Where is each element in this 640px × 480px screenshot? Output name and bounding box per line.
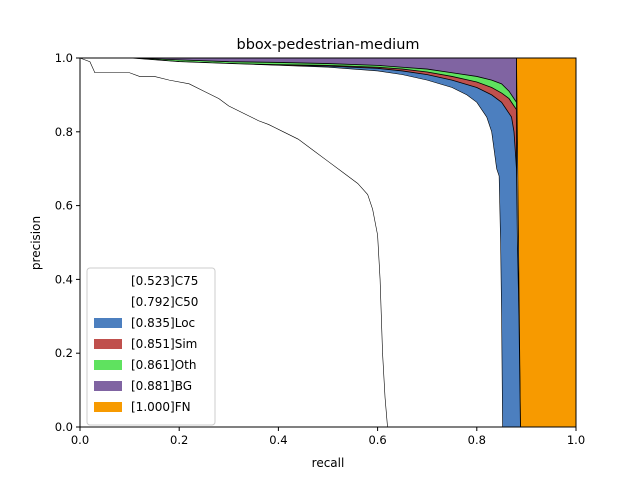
y-tick-label: 0.8 — [55, 125, 73, 139]
x-tick-label: 0.4 — [269, 433, 287, 447]
y-tick-label: 0.2 — [55, 346, 73, 360]
legend-swatch — [94, 339, 122, 349]
area-1000fn — [516, 57, 577, 428]
x-tick-label: 0.0 — [71, 433, 89, 447]
legend-label: [0.881]BG — [131, 379, 192, 393]
legend-swatch — [94, 318, 122, 328]
x-tick-label: 0.8 — [468, 433, 486, 447]
legend-label: [0.835]Loc — [131, 316, 195, 330]
legend-swatch — [94, 297, 122, 307]
x-tick-label: 0.2 — [170, 433, 188, 447]
y-tick-label: 0.6 — [55, 199, 73, 213]
legend-label: [0.861]Oth — [131, 358, 196, 372]
x-tick-label: 0.6 — [368, 433, 386, 447]
legend-swatch — [94, 360, 122, 370]
legend-label: [1.000]FN — [131, 400, 191, 414]
y-tick-label: 1.0 — [55, 51, 73, 65]
x-axis-label: recall — [312, 456, 345, 470]
y-axis-label: precision — [29, 216, 43, 270]
x-tick-label: 1.0 — [567, 433, 585, 447]
plot-area — [79, 57, 577, 428]
axes-frame — [79, 57, 577, 428]
legend-label: [0.523]C75 — [131, 274, 198, 288]
legend: [0.523]C75 [0.792]C50 [0.835]Loc [0.851]Sim… — [86, 267, 216, 426]
axes: 0.0 0.2 0.4 0.6 0.8 1.0 0.0 0.2 0.4 0.6 0.8 1.0 — [55, 51, 585, 447]
legend-swatch — [94, 402, 122, 412]
chart-title: bbox-pedestrian-medium — [236, 37, 419, 53]
y-tick-label: 0.4 — [55, 272, 73, 286]
legend-label: [0.851]Sim — [131, 337, 197, 351]
y-tick-label: 0.0 — [55, 420, 73, 434]
legend-label: [0.792]C50 — [131, 295, 198, 309]
legend-swatch — [94, 276, 122, 286]
legend-swatch — [94, 381, 122, 391]
